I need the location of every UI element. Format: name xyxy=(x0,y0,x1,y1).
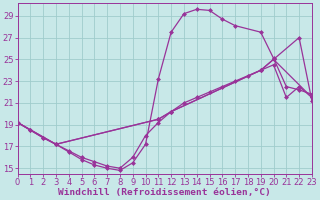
X-axis label: Windchill (Refroidissement éolien,°C): Windchill (Refroidissement éolien,°C) xyxy=(58,188,271,197)
